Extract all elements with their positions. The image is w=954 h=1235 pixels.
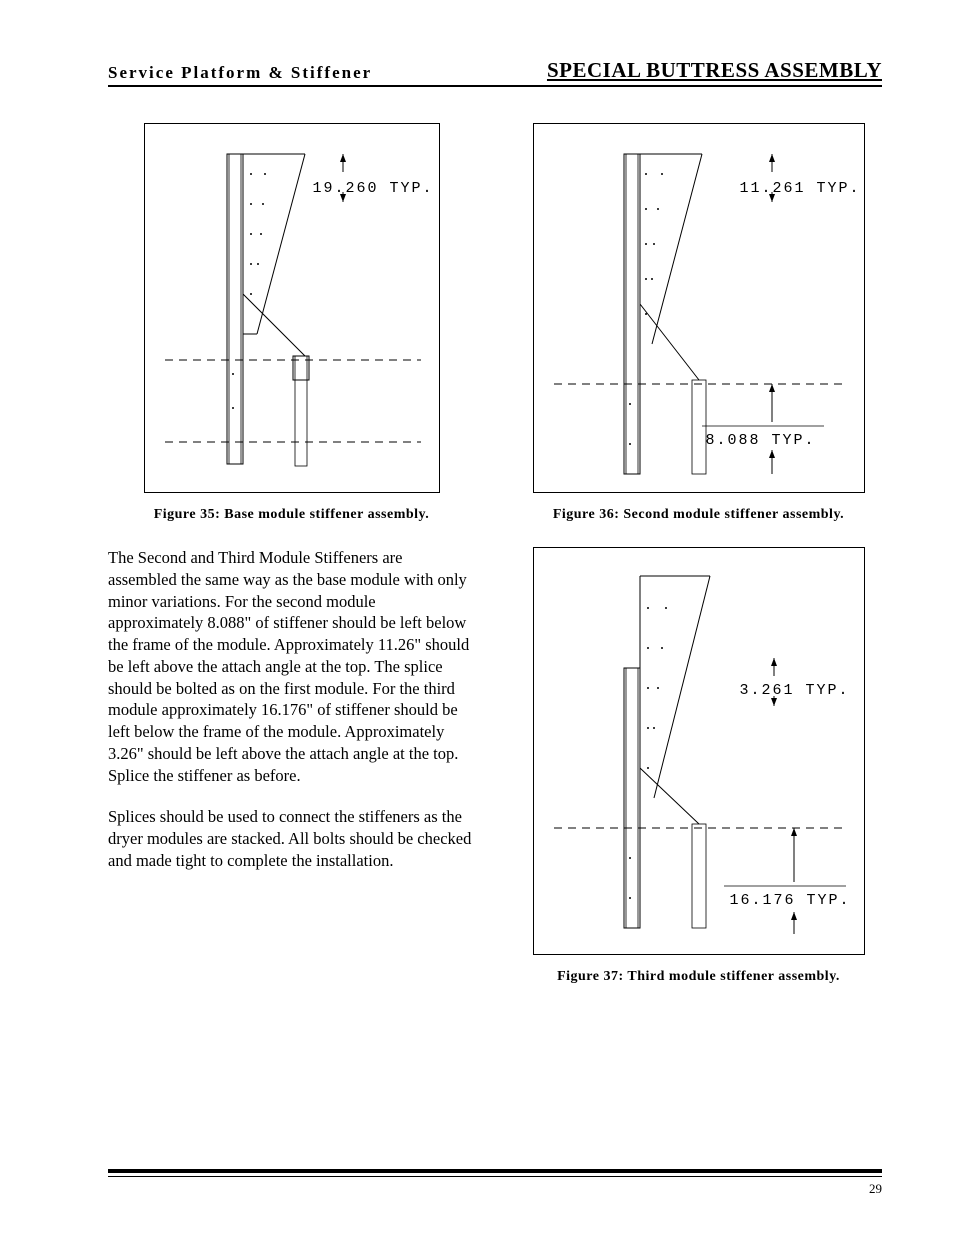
figure-35-caption: Figure 35: Base module stiffener assembl… <box>108 507 475 523</box>
figure-37-dim-top: 3.261 TYP. <box>740 682 850 699</box>
figure-37-dim-bottom: 16.176 TYP. <box>730 892 851 909</box>
header-right: SPECIAL BUTTRESS ASSEMBLY <box>547 58 882 83</box>
figure-36-dim-bottom: 8.088 TYP. <box>706 432 816 449</box>
figure-36-caption: Figure 36: Second module stiffener assem… <box>515 507 882 523</box>
figure-36-box: 11.261 TYP. 8.088 TYP. <box>533 123 865 493</box>
header-left: Service Platform & Stiffener <box>108 63 372 83</box>
paragraph-2: Splices should be used to connect the st… <box>108 806 475 871</box>
page-number: 29 <box>869 1181 882 1197</box>
paragraph-1: The Second and Third Module Stiffeners a… <box>108 547 475 786</box>
figure-36-dim-top: 11.261 TYP. <box>740 180 861 197</box>
page-header: Service Platform & Stiffener SPECIAL BUT… <box>108 58 882 87</box>
footer-rule <box>108 1169 882 1173</box>
right-column: 11.261 TYP. 8.088 TYP. Figure 36: Second… <box>515 123 882 985</box>
figure-35-dim-top: 19.260 TYP. <box>313 180 434 197</box>
left-column: 19.260 TYP. Figure 35: Base module stiff… <box>108 123 475 985</box>
figure-37-box: 3.261 TYP. 16.176 TYP. <box>533 547 865 955</box>
figure-37-caption: Figure 37: Third module stiffener assemb… <box>515 969 882 985</box>
content-columns: 19.260 TYP. Figure 35: Base module stiff… <box>108 123 882 985</box>
figure-35-box: 19.260 TYP. <box>144 123 440 493</box>
